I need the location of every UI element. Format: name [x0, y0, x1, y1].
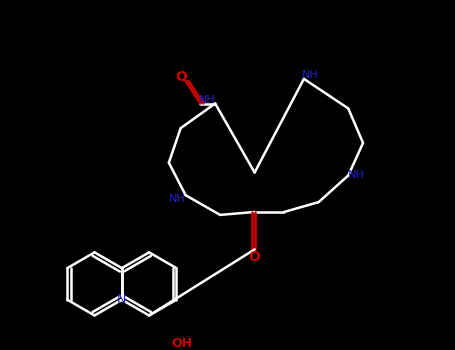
Text: N: N — [117, 293, 126, 306]
Text: O: O — [176, 70, 187, 84]
Text: NH: NH — [169, 194, 186, 204]
Text: NH: NH — [348, 170, 364, 181]
Text: NH: NH — [302, 70, 318, 80]
Text: NH: NH — [199, 94, 216, 105]
Text: O: O — [249, 250, 261, 264]
Text: OH: OH — [171, 337, 192, 350]
